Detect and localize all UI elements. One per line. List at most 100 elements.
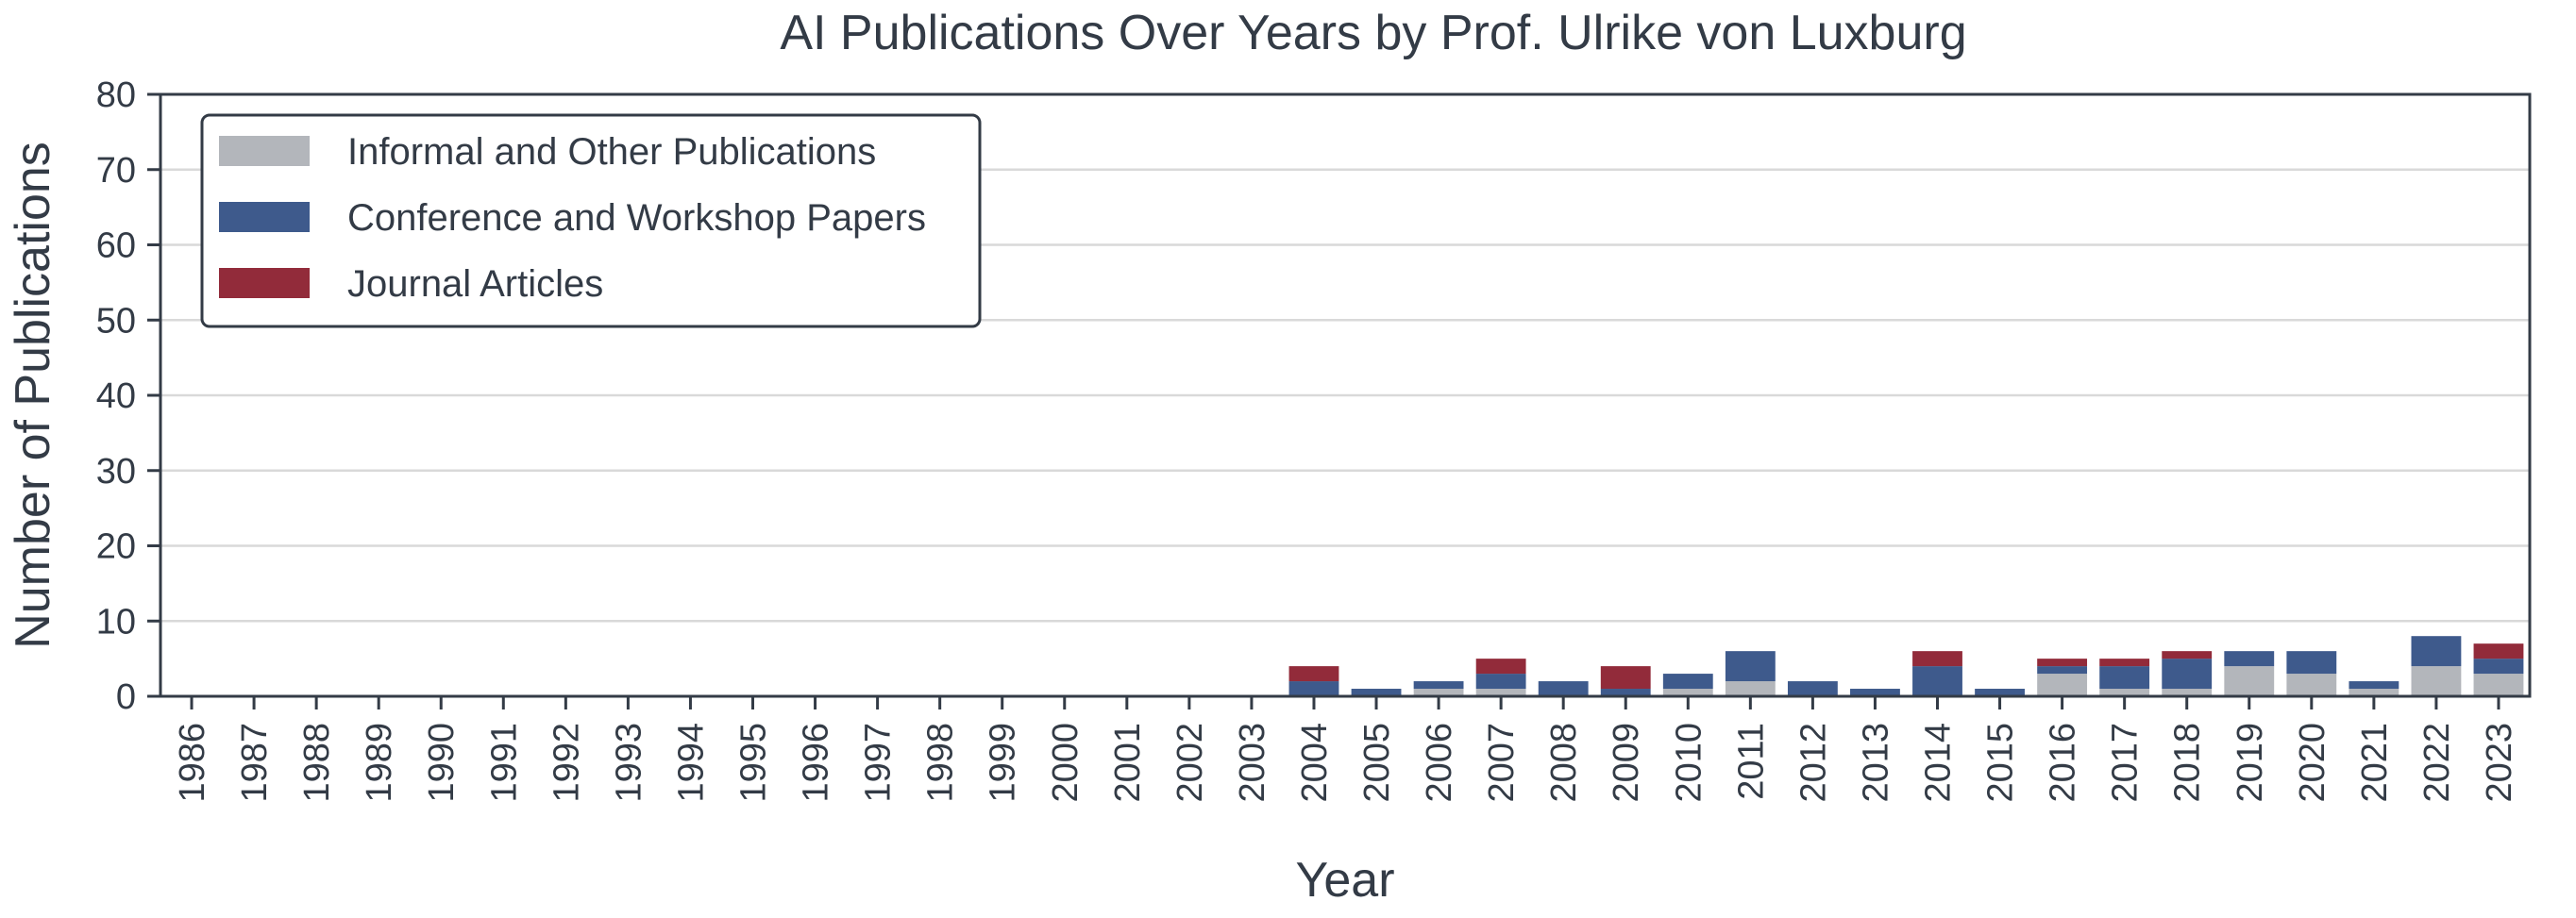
y-tick-label: 30	[96, 452, 136, 492]
x-tick-label: 1986	[173, 723, 212, 803]
bar-segment	[1912, 666, 1962, 696]
bar-segment	[2037, 659, 2088, 667]
bar-segment	[2224, 651, 2275, 667]
x-tick-label: 2019	[2231, 723, 2270, 803]
bar-segment	[2286, 674, 2337, 696]
x-tick-label: 2011	[1731, 723, 1771, 800]
bar-segment	[2099, 666, 2150, 690]
bar-segment	[2349, 689, 2399, 696]
x-tick-label: 1999	[984, 723, 1023, 803]
bar-segment	[1475, 689, 1526, 696]
legend-swatch	[219, 136, 310, 166]
bar-segment	[2037, 666, 2088, 675]
x-tick-label: 2016	[2044, 723, 2083, 803]
bar-segment	[2162, 689, 2213, 696]
x-tick-label: 2021	[2355, 723, 2395, 803]
bar-segment	[1600, 666, 1651, 690]
x-tick-label: 2005	[1357, 723, 1397, 803]
x-tick-label: 1990	[422, 723, 462, 803]
bar-segment	[2037, 674, 2088, 696]
bar-segment	[1538, 681, 1589, 696]
y-tick-label: 20	[96, 527, 136, 567]
bar-segment	[2411, 666, 2462, 696]
x-tick-label: 1991	[484, 723, 524, 803]
bar-segment	[1475, 674, 1526, 690]
x-tick-label: 2017	[2106, 723, 2146, 803]
legend-swatch	[219, 202, 310, 232]
bars	[1288, 636, 2524, 696]
y-tick-label: 40	[96, 376, 136, 416]
x-tick-label: 2001	[1108, 723, 1148, 803]
bar-segment	[1662, 689, 1713, 696]
bar-segment	[1413, 681, 1464, 690]
y-axis-title: Number of Publications	[6, 142, 60, 649]
bar-segment	[1912, 651, 1962, 667]
x-tick-label: 1997	[859, 723, 899, 803]
x-tick-label: 2000	[1046, 723, 1086, 803]
x-tick-label: 1993	[609, 723, 648, 803]
bar-segment	[2224, 666, 2275, 696]
bar-segment	[1475, 659, 1526, 675]
x-tick-label: 2012	[1793, 723, 1833, 803]
legend-label: Informal and Other Publications	[347, 131, 876, 173]
bar-segment	[1725, 651, 1776, 682]
bar-segment	[1725, 681, 1776, 696]
bar-segment	[2099, 689, 2150, 696]
bar-segment	[2162, 651, 2213, 659]
y-tick-label: 10	[96, 602, 136, 642]
x-tick-label: 2022	[2417, 723, 2457, 803]
bar-segment	[1600, 689, 1651, 696]
bar-segment	[1787, 681, 1838, 696]
legend: Informal and Other Publications Conferenc…	[200, 113, 982, 328]
chart-title: AI Publications Over Years by Prof. Ulri…	[780, 6, 1966, 60]
x-axis-title: Year	[1295, 853, 1394, 908]
bar-segment	[1413, 689, 1464, 696]
x-tick-label: 2018	[2168, 723, 2208, 803]
x-tick-label: 1994	[671, 723, 711, 803]
bar-segment	[2099, 659, 2150, 667]
y-axis: 0 10 20 30 40 50 60 70 80	[96, 75, 160, 717]
x-tick-label: 2003	[1233, 723, 1272, 803]
bar-segment	[2349, 681, 2399, 690]
x-tick-label: 1989	[360, 723, 399, 803]
legend-label: Journal Articles	[347, 263, 603, 305]
bar-segment	[2162, 659, 2213, 690]
x-tick-label: 2010	[1669, 723, 1709, 803]
legend-label: Conference and Workshop Papers	[347, 197, 926, 239]
bar-segment	[1975, 689, 2025, 696]
x-tick-label: 1988	[297, 723, 337, 803]
bar-segment	[1288, 681, 1339, 696]
y-tick-label: 60	[96, 226, 136, 266]
bar-segment	[2473, 643, 2524, 659]
bar-segment	[2286, 651, 2337, 675]
x-tick-label: 2007	[1482, 723, 1522, 803]
y-tick-label: 80	[96, 75, 136, 115]
x-tick-label: 1998	[921, 723, 961, 803]
legend-swatch	[219, 268, 310, 298]
x-tick-label: 2002	[1170, 723, 1210, 803]
x-tick-label: 2020	[2293, 723, 2332, 803]
bar-segment	[1288, 666, 1339, 682]
x-tick-label: 2013	[1856, 723, 1895, 803]
x-tick-label: 1995	[734, 723, 774, 803]
y-tick-label: 0	[116, 677, 136, 717]
y-tick-label: 50	[96, 301, 136, 341]
x-tick-label: 2009	[1607, 723, 1646, 803]
x-tick-label: 1992	[547, 723, 586, 803]
bar-segment	[2473, 659, 2524, 675]
legend-box	[200, 113, 982, 328]
bar-segment	[1850, 689, 1900, 696]
bar-segment	[1351, 689, 1402, 696]
x-tick-label: 2014	[1919, 723, 1959, 803]
x-tick-label: 2023	[2480, 723, 2519, 803]
x-tick-label: 2008	[1544, 723, 1584, 803]
x-axis: 1986 1987 1988 1989 1990 1991 1992 1993 1994 1995…	[173, 696, 2519, 803]
x-tick-label: 1996	[797, 723, 836, 803]
bar-segment	[1662, 674, 1713, 690]
bar-segment	[2411, 636, 2462, 667]
y-tick-label: 70	[96, 151, 136, 191]
x-tick-label: 2006	[1420, 723, 1459, 803]
bar-segment	[2473, 674, 2524, 696]
x-tick-label: 2015	[1981, 723, 2021, 803]
